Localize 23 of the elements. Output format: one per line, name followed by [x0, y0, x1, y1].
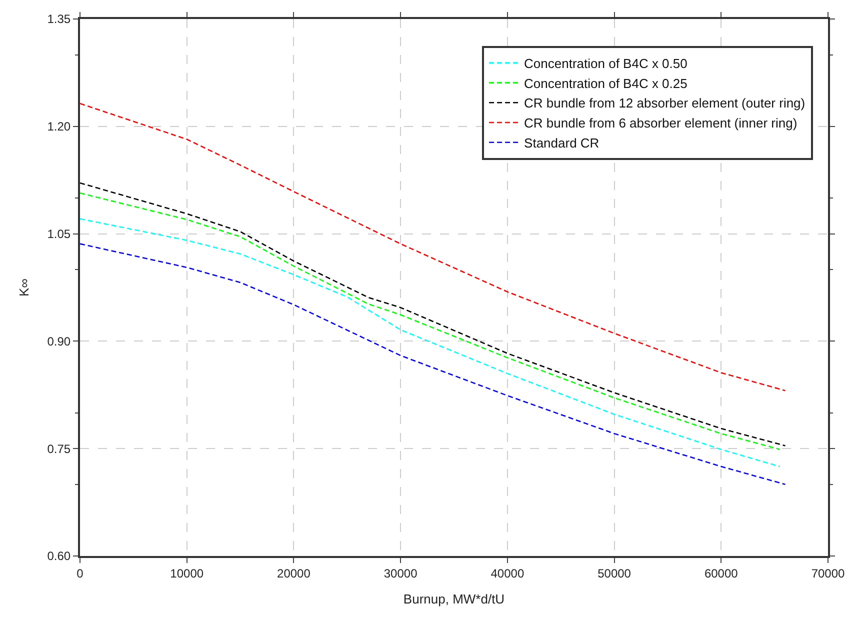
- y-tick-label: 0.60: [47, 549, 71, 564]
- y-tick-label: 1.05: [47, 227, 71, 241]
- x-tick-label: 40000: [490, 566, 524, 580]
- legend-label: CR bundle from 6 absorber element (inner ring): [524, 116, 798, 131]
- y-tick-label: 1.35: [47, 12, 71, 26]
- line-series: [80, 243, 786, 486]
- x-tick-label: 60000: [704, 566, 738, 580]
- legend-label: CR bundle from 12 absorber element (outer ring): [524, 96, 806, 111]
- y-tick-label: 0.90: [47, 334, 71, 348]
- y-tick-label: 1.20: [47, 120, 71, 134]
- x-axis-title: Burnup, MW*d/tU: [403, 592, 505, 606]
- legend-label: Concentration of B4C x 0.50: [524, 56, 688, 71]
- line-series: [80, 218, 781, 468]
- x-tick-label: 0: [76, 566, 84, 580]
- x-tick-label: 30000: [384, 566, 418, 580]
- legend-label: Concentration of B4C x 0.25: [524, 76, 688, 91]
- x-tick-label: 10000: [170, 566, 204, 580]
- y-tick-label: 0.75: [47, 442, 71, 456]
- x-tick-label: 50000: [598, 566, 632, 580]
- y-axis-title: K∞: [16, 278, 32, 296]
- x-tick-label: 70000: [811, 566, 846, 580]
- legend-label: Standard CR: [524, 135, 600, 150]
- x-tick-label: 20000: [277, 566, 311, 580]
